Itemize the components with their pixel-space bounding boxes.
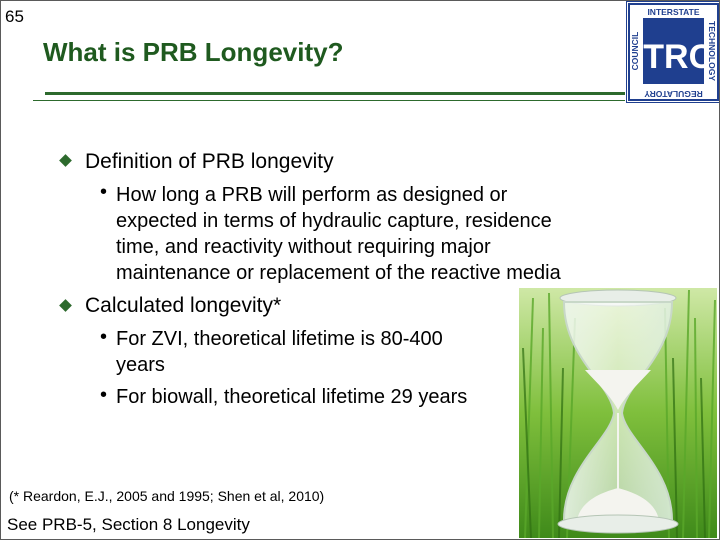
bullet-calculated: Calculated longevity* (85, 294, 282, 317)
sub-bullet-line: expected in terms of hydraulic capture, … (116, 210, 552, 232)
sub-bullet-definition: How long a PRB will perform as designed … (116, 182, 561, 286)
sub-bullet-line: For ZVI, theoretical lifetime is 80-400 (116, 328, 443, 350)
logo-left-text: COUNCIL (630, 32, 640, 71)
logo-right-text: TECHNOLOGY (707, 21, 717, 81)
title-rule-thin (33, 100, 625, 101)
reference-note: (* Reardon, E.J., 2005 and 1995; Shen et… (9, 488, 325, 504)
logo-top-text: INTERSTATE (647, 7, 699, 17)
sub-bullet-line: For biowall, theoretical lifetime 29 yea… (116, 386, 468, 408)
hourglass-image (519, 288, 717, 539)
sub-bullet-dot-icon: • (100, 326, 108, 348)
sub-bullet-biowall: For biowall, theoretical lifetime 29 yea… (116, 384, 467, 410)
see-also-note: See PRB-5, Section 8 Longevity (7, 515, 250, 534)
sub-bullet-dot-icon: • (100, 181, 108, 203)
logo-center-text: ITRC (634, 38, 713, 76)
sub-bullet-line: time, and reactivity without requiring m… (116, 236, 491, 258)
itrc-logo: ITRC INTERSTATE REGULATORY COUNCIL TECHN… (626, 1, 719, 103)
sub-bullet-zvi: For ZVI, theoretical lifetime is 80-400 … (116, 326, 443, 378)
slide-number: 65 (5, 7, 24, 26)
bullet-diamond-icon (59, 154, 72, 167)
bullet-definition: Definition of PRB longevity (85, 150, 334, 173)
sub-bullet-dot-icon: • (100, 384, 108, 406)
title-rule-thick (45, 92, 625, 95)
bullet-diamond-icon (59, 299, 72, 312)
sub-bullet-line: How long a PRB will perform as designed … (116, 184, 508, 206)
sub-bullet-line: years (116, 354, 165, 376)
sub-bullet-line: maintenance or replacement of the reacti… (116, 262, 561, 284)
slide-title: What is PRB Longevity? (43, 37, 344, 67)
logo-bottom-text: REGULATORY (644, 89, 703, 99)
